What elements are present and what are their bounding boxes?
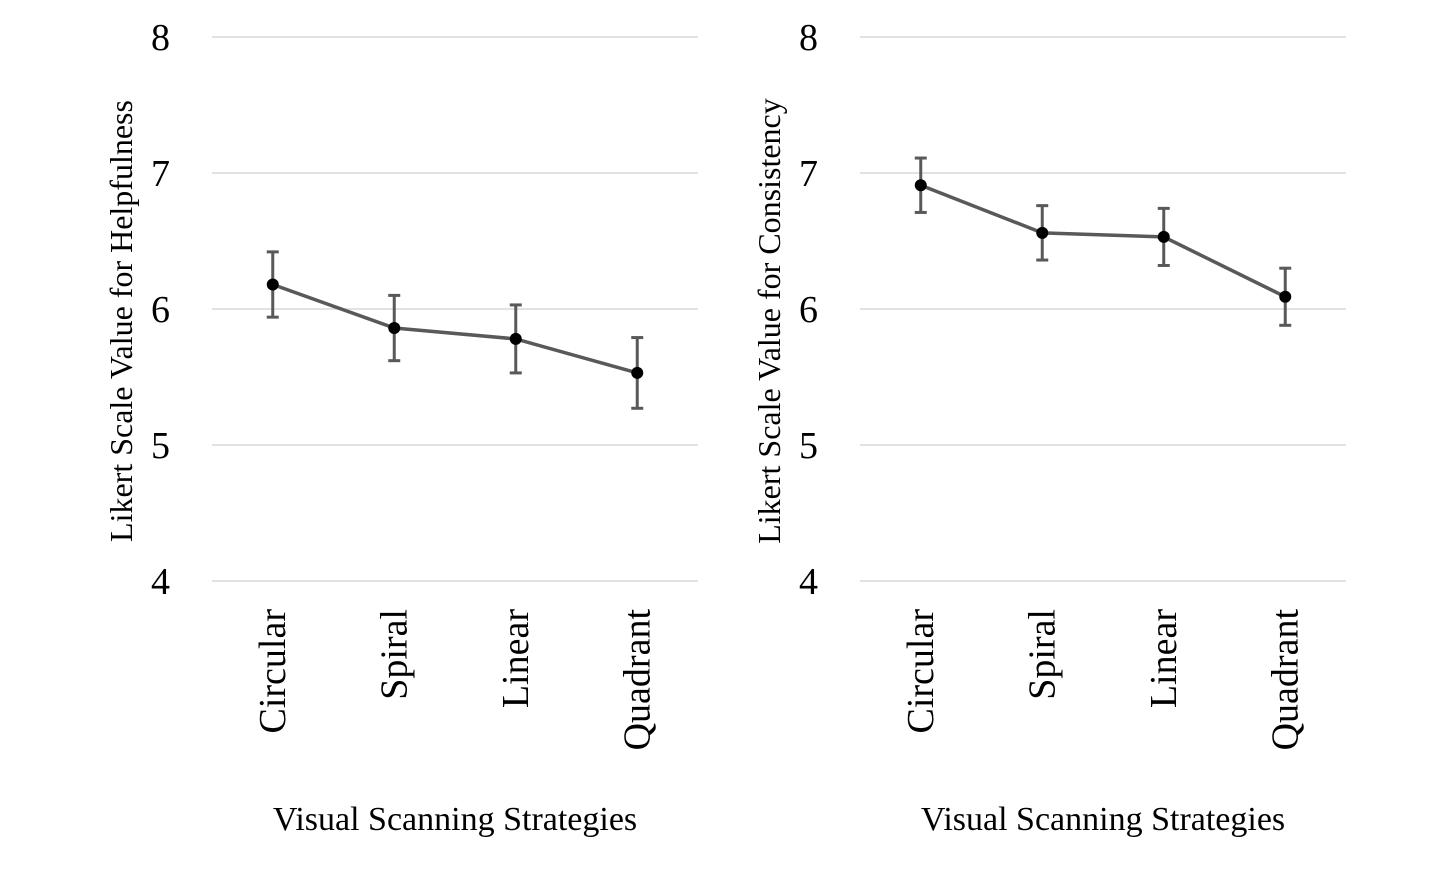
x-category-label: Spiral — [1021, 609, 1063, 700]
data-point — [266, 278, 279, 291]
y-tick-label: 8 — [151, 17, 170, 59]
data-point — [1157, 230, 1170, 243]
x-axis-label: Visual Scanning Strategies — [921, 801, 1285, 838]
y-tick-label: 4 — [799, 561, 818, 603]
chart-panel-consistency: 4 5 6 7 8 Likert Scale Value for Consistency C… — [751, 17, 1346, 838]
data-point — [914, 179, 927, 192]
y-tick-label: 4 — [151, 561, 170, 603]
data-point — [1279, 290, 1292, 303]
x-category-label: Quadrant — [616, 609, 658, 751]
x-category-label: Linear — [495, 609, 537, 709]
x-category-label: Quadrant — [1264, 609, 1306, 751]
x-category-label: Spiral — [373, 609, 415, 700]
data-point — [631, 366, 644, 379]
x-axis-label: Visual Scanning Strategies — [273, 801, 637, 838]
chart-panel-helpfulness: 4 5 6 7 8 Likert Scale Value for Helpfulness C… — [103, 17, 698, 838]
y-tick-label: 5 — [151, 425, 170, 467]
series-line — [920, 183, 1287, 299]
x-category-label: Circular — [900, 609, 942, 734]
series-line — [272, 282, 638, 375]
y-tick-label: 7 — [799, 153, 818, 195]
y-tick-label: 7 — [151, 153, 170, 195]
y-tick-label: 6 — [799, 289, 818, 331]
y-tick-label: 6 — [151, 289, 170, 331]
data-point — [1036, 226, 1049, 239]
data-point — [388, 322, 401, 335]
y-axis-label: Likert Scale Value for Consistency — [751, 98, 787, 544]
x-category-label: Circular — [252, 609, 294, 734]
y-axis-label: Likert Scale Value for Helpfulness — [103, 100, 139, 542]
x-category-label: Linear — [1143, 609, 1185, 709]
y-tick-label: 8 — [799, 17, 818, 59]
data-point — [509, 332, 522, 345]
y-tick-label: 5 — [799, 425, 818, 467]
